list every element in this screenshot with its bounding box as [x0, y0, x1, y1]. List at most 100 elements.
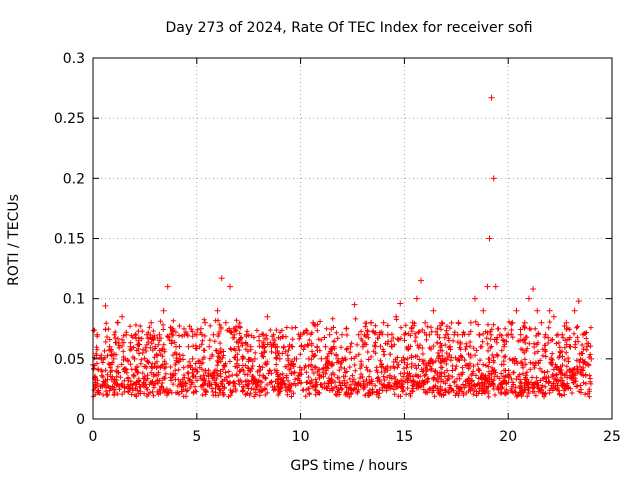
data-point [492, 283, 499, 290]
data-point [197, 325, 204, 332]
data-point [542, 331, 549, 338]
data-point [231, 331, 238, 338]
data-point [123, 331, 130, 338]
data-point [148, 319, 155, 326]
data-point [272, 349, 279, 356]
data-point [106, 343, 113, 350]
data-point [459, 331, 466, 338]
data-point [343, 325, 350, 332]
y-tick-label: 0.1 [63, 292, 85, 308]
axis-ticks: 0 5 10 15 20 25 0 0.05 0.1 0.15 0.2 0.25 0.3 [54, 51, 621, 445]
data-point [538, 319, 545, 326]
data-point [521, 319, 528, 326]
data-point [206, 343, 213, 350]
data-point [202, 319, 209, 326]
data-point [305, 355, 312, 362]
data-point [584, 343, 591, 350]
data-point [143, 331, 150, 338]
data-point [326, 331, 333, 338]
data-point [280, 343, 287, 350]
data-point [451, 331, 458, 338]
data-point [525, 295, 532, 302]
data-point [98, 355, 105, 362]
data-point [152, 343, 159, 350]
x-tick-label: 10 [292, 429, 310, 445]
data-point [418, 277, 425, 284]
data-point [247, 343, 254, 350]
data-point [397, 300, 404, 307]
data-point [388, 343, 395, 350]
data-point [351, 301, 358, 308]
data-point [455, 319, 462, 326]
data-point [314, 343, 321, 350]
data-point [156, 331, 163, 338]
data-points [90, 94, 595, 368]
data-point [471, 295, 478, 302]
data-point [401, 331, 408, 338]
data-point [139, 349, 146, 356]
x-tick-label: 15 [395, 429, 413, 445]
data-point [567, 343, 574, 350]
data-point [256, 337, 263, 344]
data-point [509, 319, 516, 326]
data-point [127, 343, 134, 350]
y-tick-label: 0.2 [63, 171, 85, 187]
data-point [276, 355, 283, 362]
data-point [289, 343, 296, 350]
data-point [218, 275, 225, 282]
data-point [405, 343, 412, 350]
x-axis-label: GPS time / hours [290, 458, 407, 474]
data-point [517, 331, 524, 338]
data-point [546, 307, 553, 314]
data-point [422, 319, 429, 326]
data-point [251, 355, 258, 362]
y-tick-label: 0.3 [63, 51, 85, 67]
data-point [310, 319, 317, 326]
data-point [372, 343, 379, 350]
data-point [486, 235, 493, 242]
data-point [177, 355, 184, 362]
data-point [264, 313, 271, 320]
dense-roti-points [90, 316, 594, 400]
data-point [530, 286, 537, 293]
data-point [185, 343, 192, 350]
y-tick-label: 0.25 [54, 111, 85, 127]
data-point [588, 355, 595, 362]
data-point [214, 307, 221, 314]
data-point [484, 283, 491, 290]
data-point [409, 319, 416, 326]
data-point [301, 343, 308, 350]
data-point [376, 331, 383, 338]
data-point [355, 331, 362, 338]
data-point [384, 331, 391, 338]
data-point [563, 319, 570, 326]
y-tick-label: 0.05 [54, 352, 85, 368]
data-point [110, 355, 117, 362]
data-point [501, 343, 508, 350]
data-point [168, 331, 175, 338]
data-point [559, 331, 566, 338]
data-point [430, 307, 437, 314]
data-point [490, 175, 497, 182]
data-point [135, 337, 142, 344]
data-point [334, 355, 341, 362]
data-point [160, 307, 167, 314]
data-point [94, 331, 101, 338]
data-point [268, 343, 275, 350]
data-point [496, 331, 503, 338]
data-point [413, 295, 420, 302]
data-point [447, 343, 454, 350]
data-point [114, 319, 121, 326]
data-point [347, 343, 354, 350]
data-point [131, 355, 138, 362]
data-point [235, 343, 242, 350]
data-point [193, 331, 200, 338]
data-point [164, 283, 171, 290]
data-point [438, 319, 445, 326]
data-point [293, 355, 300, 362]
x-tick-label: 0 [89, 429, 98, 445]
data-point [579, 331, 586, 338]
data-point [189, 355, 196, 362]
